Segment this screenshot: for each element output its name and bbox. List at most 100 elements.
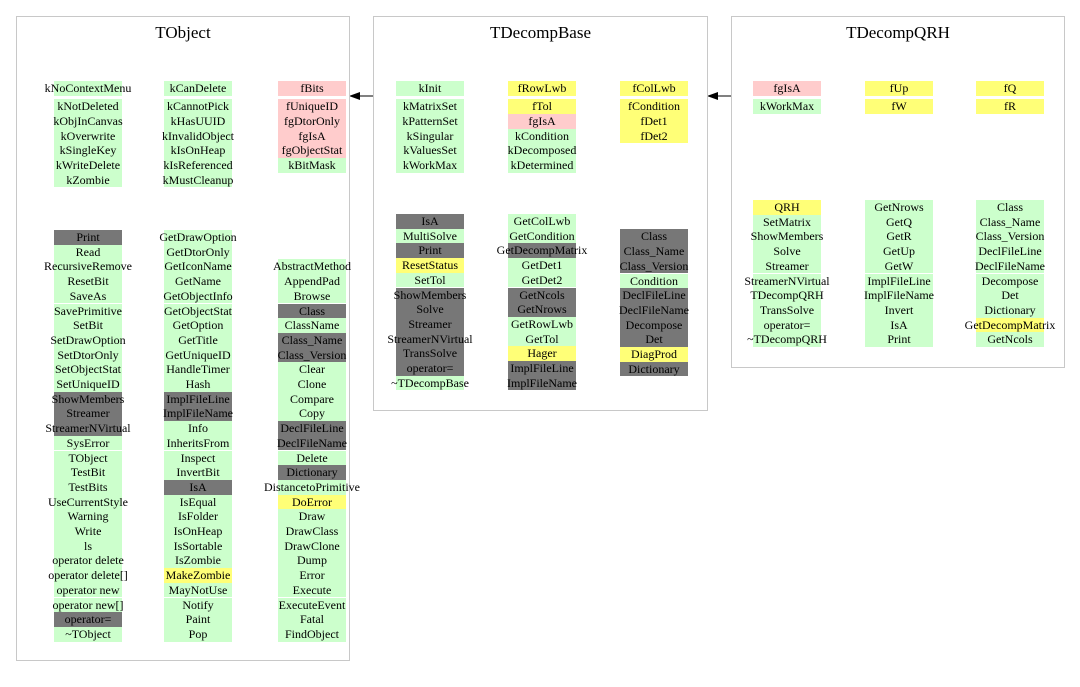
data-member[interactable]: kInvalidObject: [162, 128, 234, 144]
method[interactable]: DrawClass: [278, 524, 346, 539]
data-member[interactable]: kNotDeleted: [54, 99, 122, 114]
method[interactable]: Notify: [164, 597, 232, 613]
method[interactable]: StreamerNVirtual: [744, 273, 830, 289]
method[interactable]: GetUniqueID: [164, 347, 232, 363]
data-member[interactable]: kDecomposed: [508, 143, 576, 158]
method[interactable]: Class: [278, 303, 346, 319]
data-member[interactable]: kMatrixSet: [396, 99, 464, 114]
class-title[interactable]: TDecompBase: [489, 23, 592, 42]
data-member[interactable]: fUp: [865, 81, 933, 96]
data-member[interactable]: fTol: [508, 99, 576, 114]
method[interactable]: HandleTimer: [164, 362, 232, 377]
method[interactable]: DrawClone: [278, 538, 346, 554]
method[interactable]: Pop: [164, 626, 232, 642]
method[interactable]: IsA: [865, 317, 933, 333]
method[interactable]: QRH: [753, 200, 821, 215]
method[interactable]: GetName: [164, 274, 232, 289]
method[interactable]: Inspect: [164, 450, 232, 466]
method[interactable]: Draw: [278, 509, 346, 524]
method[interactable]: DoError: [278, 494, 346, 510]
method[interactable]: StreamerNVirtual: [387, 331, 473, 347]
method[interactable]: Dictionary: [620, 361, 688, 377]
data-member[interactable]: fBits: [278, 81, 346, 96]
method[interactable]: MultiSolve: [396, 228, 464, 244]
data-member[interactable]: fDet2: [620, 128, 688, 144]
method[interactable]: AbstractMethod: [273, 259, 351, 275]
data-member[interactable]: fgIsA: [278, 128, 346, 144]
method[interactable]: ImplFileLine: [164, 391, 232, 407]
method[interactable]: IsFolder: [164, 509, 232, 524]
data-member[interactable]: kInit: [396, 81, 464, 96]
method[interactable]: SetObjectStat: [54, 362, 122, 377]
method[interactable]: Streamer: [753, 258, 821, 274]
data-member[interactable]: kBitMask: [278, 158, 346, 173]
method[interactable]: operator=: [753, 317, 821, 333]
method[interactable]: ImplFileName: [163, 406, 233, 422]
method[interactable]: Decompose: [620, 317, 688, 333]
method[interactable]: Decompose: [976, 273, 1044, 289]
method[interactable]: DeclFileLine: [620, 288, 688, 303]
method[interactable]: IsSortable: [164, 538, 232, 554]
data-member[interactable]: fW: [865, 99, 933, 114]
method[interactable]: ImplFileLine: [508, 361, 576, 376]
method[interactable]: Class_Version: [976, 229, 1044, 245]
method[interactable]: SetDrawOption: [50, 332, 126, 348]
method[interactable]: Print: [865, 332, 933, 347]
method[interactable]: Dump: [278, 553, 346, 569]
method[interactable]: Dictionary: [976, 302, 1044, 318]
method[interactable]: DeclFileName: [277, 435, 347, 451]
method[interactable]: IsZombie: [164, 553, 232, 569]
data-member[interactable]: fQ: [976, 81, 1044, 96]
method[interactable]: operator delete[]: [48, 568, 128, 583]
method[interactable]: Read: [54, 244, 122, 260]
method[interactable]: Class: [976, 200, 1044, 215]
data-member[interactable]: kValuesSet: [396, 143, 464, 158]
method[interactable]: Class_Name: [278, 332, 346, 348]
data-member[interactable]: fCondition: [620, 99, 688, 114]
method[interactable]: operator=: [54, 612, 122, 627]
method[interactable]: GetNcols: [976, 332, 1044, 347]
method[interactable]: Print: [54, 230, 122, 245]
data-member[interactable]: kZombie: [54, 172, 122, 188]
data-member[interactable]: kCannotPick: [164, 99, 232, 114]
method[interactable]: Solve: [396, 302, 464, 317]
method[interactable]: TransSolve: [396, 346, 464, 361]
data-member[interactable]: kSingleKey: [54, 143, 122, 158]
method[interactable]: ShowMembers: [394, 287, 466, 303]
method[interactable]: DeclFileName: [975, 258, 1045, 274]
method[interactable]: TDecompQRH: [750, 288, 824, 303]
method[interactable]: GetDet2: [508, 272, 576, 288]
method[interactable]: Write: [54, 524, 122, 539]
data-member[interactable]: kObjInCanvas: [53, 113, 123, 129]
data-member[interactable]: fgIsA: [753, 81, 821, 96]
class-title[interactable]: TDecompQRH: [846, 23, 950, 42]
method[interactable]: Class: [620, 229, 688, 245]
data-member[interactable]: kWorkMax: [396, 158, 464, 173]
data-member[interactable]: fDet1: [620, 113, 688, 129]
method[interactable]: DistancetoPrimitive: [264, 479, 360, 495]
method[interactable]: AppendPad: [278, 274, 346, 289]
method[interactable]: Print: [396, 243, 464, 259]
method[interactable]: GetCondition: [508, 228, 576, 244]
method[interactable]: InvertBit: [164, 465, 232, 480]
method[interactable]: ls: [54, 538, 122, 554]
method[interactable]: DeclFileLine: [278, 421, 346, 436]
data-member[interactable]: kSingular: [396, 128, 464, 144]
method[interactable]: GetTol: [508, 331, 576, 347]
method[interactable]: GetRowLwb: [508, 316, 576, 332]
class-title[interactable]: TObject: [155, 23, 211, 42]
method[interactable]: ResetBit: [54, 274, 122, 289]
method[interactable]: Compare: [278, 391, 346, 407]
method[interactable]: TransSolve: [753, 302, 821, 318]
method[interactable]: InheritsFrom: [164, 435, 232, 451]
method[interactable]: Dictionary: [278, 465, 346, 480]
method[interactable]: operator delete: [52, 553, 124, 569]
method[interactable]: TestBit: [54, 465, 122, 480]
data-member[interactable]: fR: [976, 99, 1044, 114]
method[interactable]: IsA: [164, 479, 232, 495]
method[interactable]: Class_Version: [278, 347, 346, 363]
method[interactable]: operator=: [396, 361, 464, 376]
method[interactable]: GetDecompMatrix: [965, 317, 1055, 333]
method[interactable]: SetDtorOnly: [54, 347, 122, 363]
data-member[interactable]: kIsOnHeap: [164, 143, 232, 158]
